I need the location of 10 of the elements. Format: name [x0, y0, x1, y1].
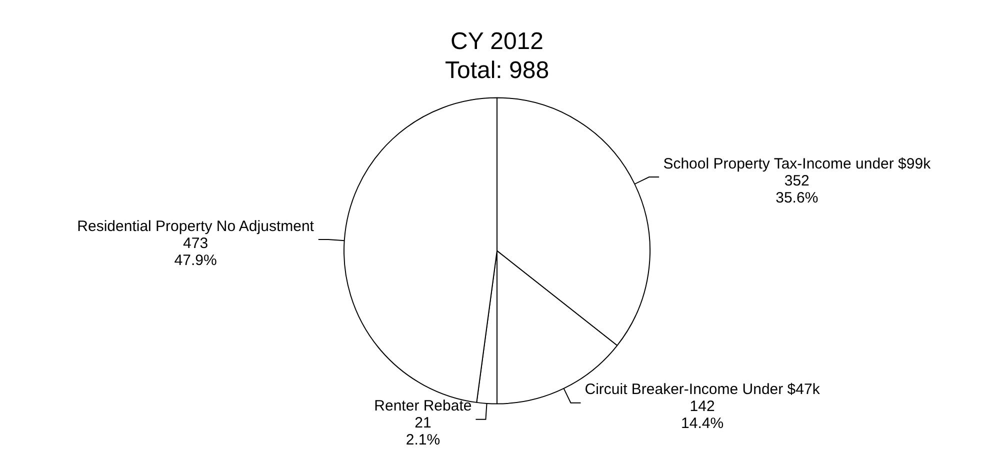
- slice-label: Circuit Breaker-Income Under $47k: [584, 381, 820, 398]
- data-label: 142 14.4%: [681, 398, 724, 432]
- slice-label: Renter Rebate: [374, 398, 472, 415]
- slice-label: School Property Tax-Income under $99k: [663, 155, 932, 172]
- data-label: 352 35.6%: [776, 172, 818, 206]
- chart-title: CY 2012: [450, 28, 544, 56]
- chart-subtitle: Total: 988: [444, 56, 550, 84]
- data-label: 21 2.1%: [406, 414, 440, 449]
- slice-label: Residential Property No Adjustment: [77, 218, 315, 235]
- data-label: 473 47.9%: [174, 234, 217, 269]
